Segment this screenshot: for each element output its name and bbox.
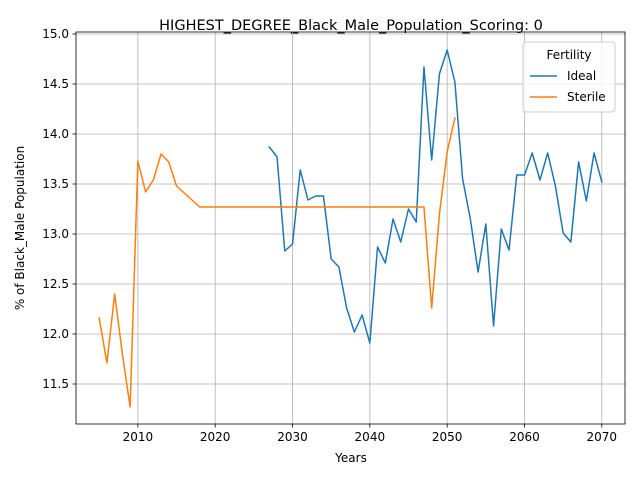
legend-box [522,41,616,113]
legend: Fertility Ideal Sterile [522,41,616,113]
legend-label-sterile: Sterile [567,90,606,104]
x-tick-label: 2010 [123,430,154,444]
chart-title: HIGHEST_DEGREE_Black_Male_Population_Sco… [159,18,543,34]
legend-entries: Ideal Sterile [530,69,606,104]
y-tick-label: 14.5 [42,77,69,91]
x-tick-label: 2040 [355,430,386,444]
y-tick-label: 12.0 [42,327,69,341]
x-tick-label: 2070 [587,430,618,444]
legend-label-ideal: Ideal [567,69,596,83]
y-tick-label: 13.5 [42,177,69,191]
x-tick-label: 2060 [509,430,540,444]
y-tick-label: 12.5 [42,277,69,291]
y-axis-label: % of Black_Male Population [13,146,27,310]
series-line-sterile [98,117,456,408]
x-tick-label: 2050 [432,430,463,444]
y-tick-label: 11.5 [42,377,69,391]
x-tick-label: 2030 [277,430,308,444]
axes-frame [75,31,626,425]
series-lines [98,49,603,408]
grid-lines [76,32,625,424]
x-tick-label: 2020 [200,430,231,444]
y-tick-label: 13.0 [42,227,69,241]
plot-area: 2010 2020 2030 2040 2050 2060 2070 11.5 12.0 12.5… [42,27,626,444]
y-tick-label: 14.0 [42,127,69,141]
axis-ticks: 2010 2020 2030 2040 2050 2060 2070 11.5 12.0 12.5… [42,27,617,444]
y-tick-label: 15.0 [42,27,69,41]
x-axis-label: Years [334,451,367,465]
legend-title: Fertility [546,48,591,62]
